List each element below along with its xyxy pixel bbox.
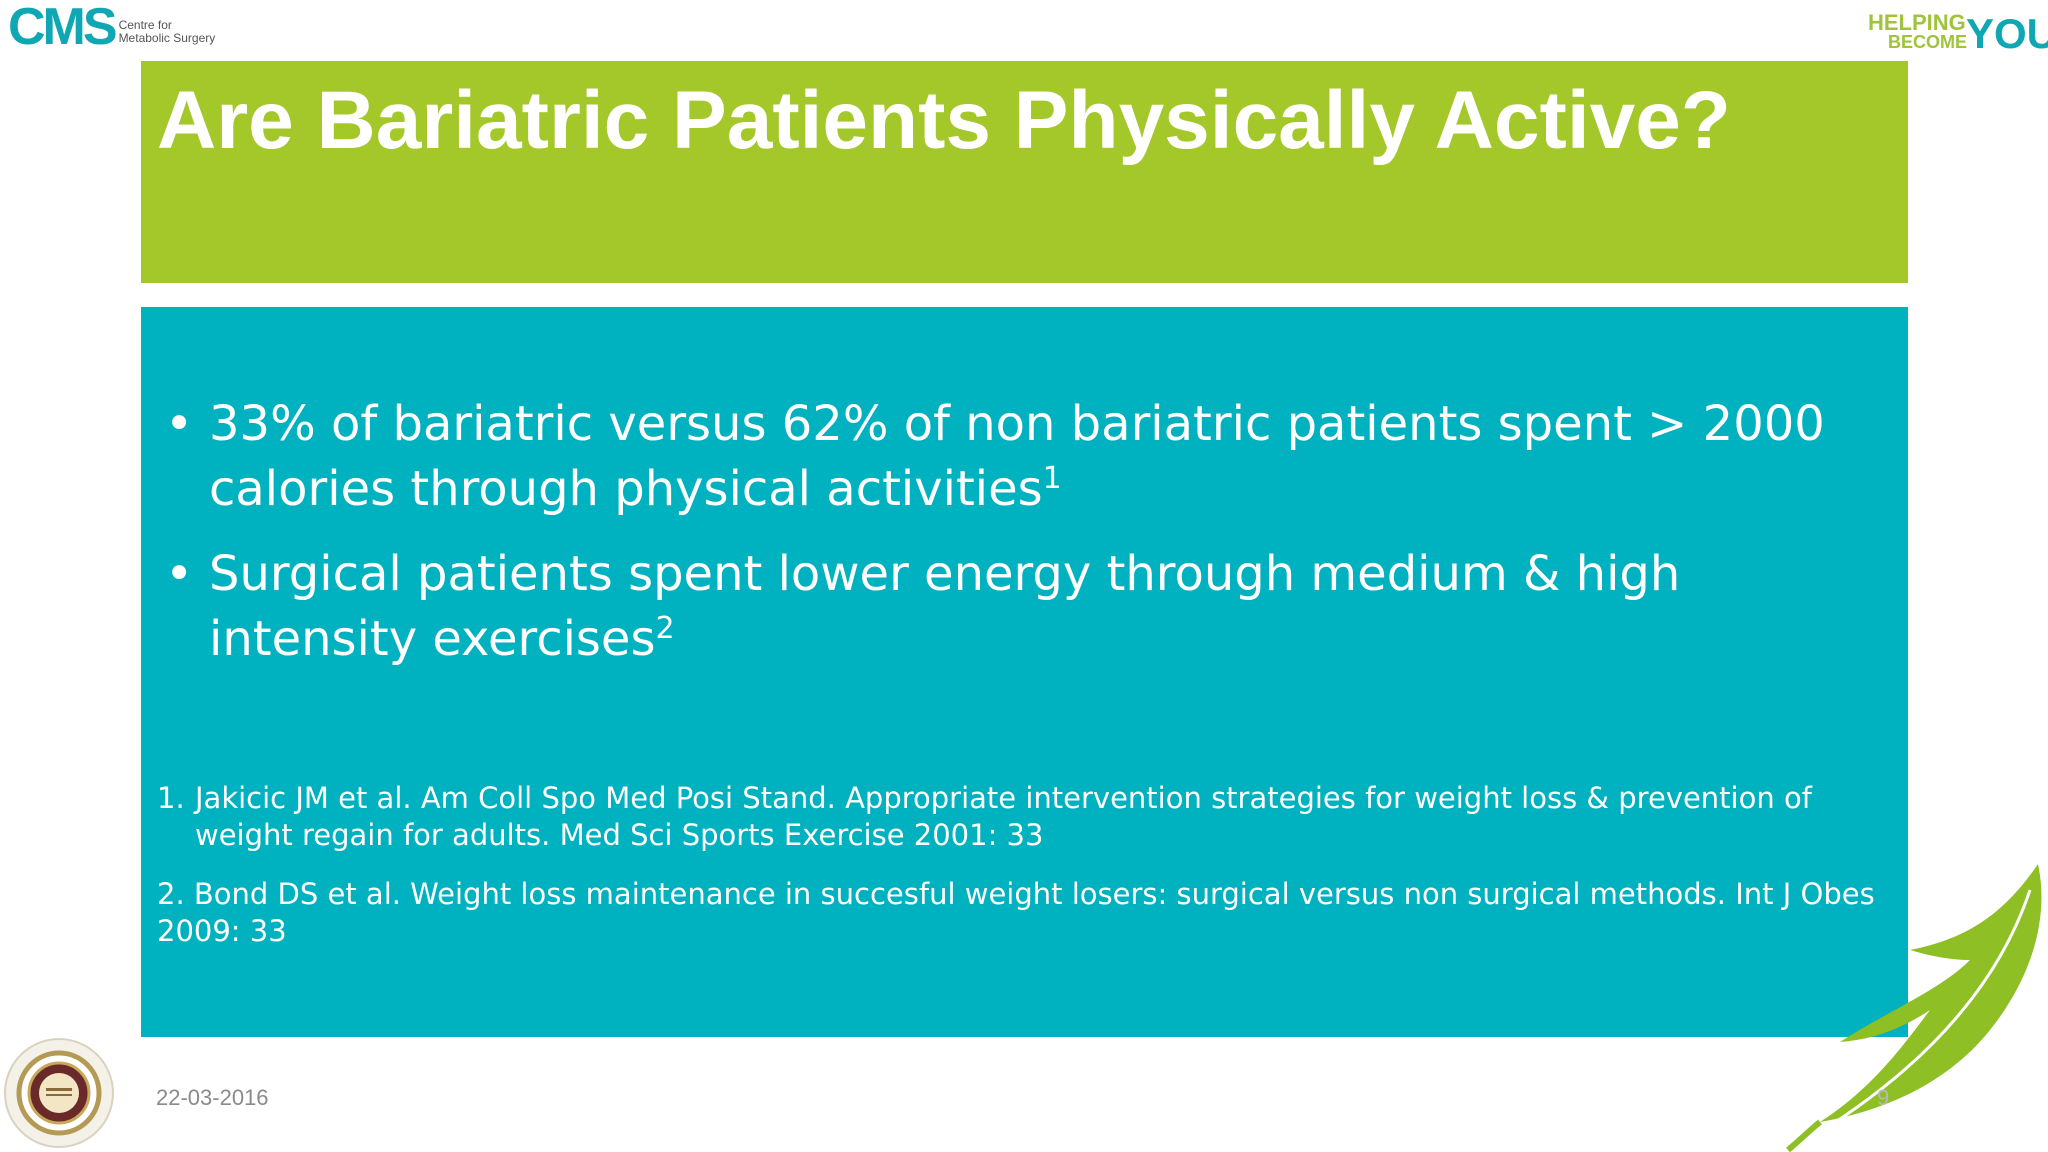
reference-item: 2. Bond DS et al. Weight loss maintenanc… (157, 876, 1897, 950)
cms-logo-subtitle: Centre for Metabolic Surgery (119, 19, 216, 45)
cms-logo-line2: Metabolic Surgery (118, 31, 216, 45)
footnote-marker: 1 (1042, 461, 1062, 496)
cms-logo-mark: CMS (8, 0, 118, 56)
reference-text: Jakicic JM et al. Am Coll Spo Med Posi S… (195, 781, 1812, 852)
bullet-text: Surgical patients spent lower energy thr… (209, 546, 1681, 667)
content-band: • 33% of bariatric versus 62% of non bar… (141, 307, 1908, 1037)
bullet-text: 33% of bariatric versus 62% of non baria… (209, 396, 1825, 517)
reference-text: 2. Bond DS et al. Weight loss maintenanc… (157, 877, 1875, 948)
reference-item: 1. Jakicic JM et al. Am Coll Spo Med Pos… (157, 780, 1897, 854)
footer-date: 22-03-2016 (156, 1085, 269, 1110)
footnote-marker: 2 (655, 611, 675, 646)
bullet-item: • Surgical patients spent lower energy t… (157, 542, 1897, 672)
slide-title: Are Bariatric Patients Physically Active… (157, 75, 1731, 166)
logo-helping-text: HELPING (1868, 10, 1966, 35)
title-band: Are Bariatric Patients Physically Active… (141, 61, 1908, 283)
bullet-item: • 33% of bariatric versus 62% of non bar… (157, 392, 1897, 522)
logo-you-text: YOU (1966, 10, 2048, 56)
bullet-marker: • (165, 546, 194, 602)
cms-logo: CMS Centre for Metabolic Surgery (8, 0, 216, 56)
reference-number: 1. (157, 781, 185, 815)
institution-seal-icon (4, 1038, 114, 1148)
helping-become-you-logo: HELPING BECOME YOU (1868, 10, 2048, 56)
bullet-list: • 33% of bariatric versus 62% of non bar… (157, 392, 1897, 692)
references: 1. Jakicic JM et al. Am Coll Spo Med Pos… (157, 780, 1897, 950)
cms-logo-line1: Centre for (118, 18, 172, 32)
leaf-icon (1786, 864, 2042, 1152)
logo-become-text: BECOME (1888, 32, 1967, 52)
bullet-marker: • (165, 396, 194, 452)
page-number: 9 (1877, 1085, 1890, 1110)
